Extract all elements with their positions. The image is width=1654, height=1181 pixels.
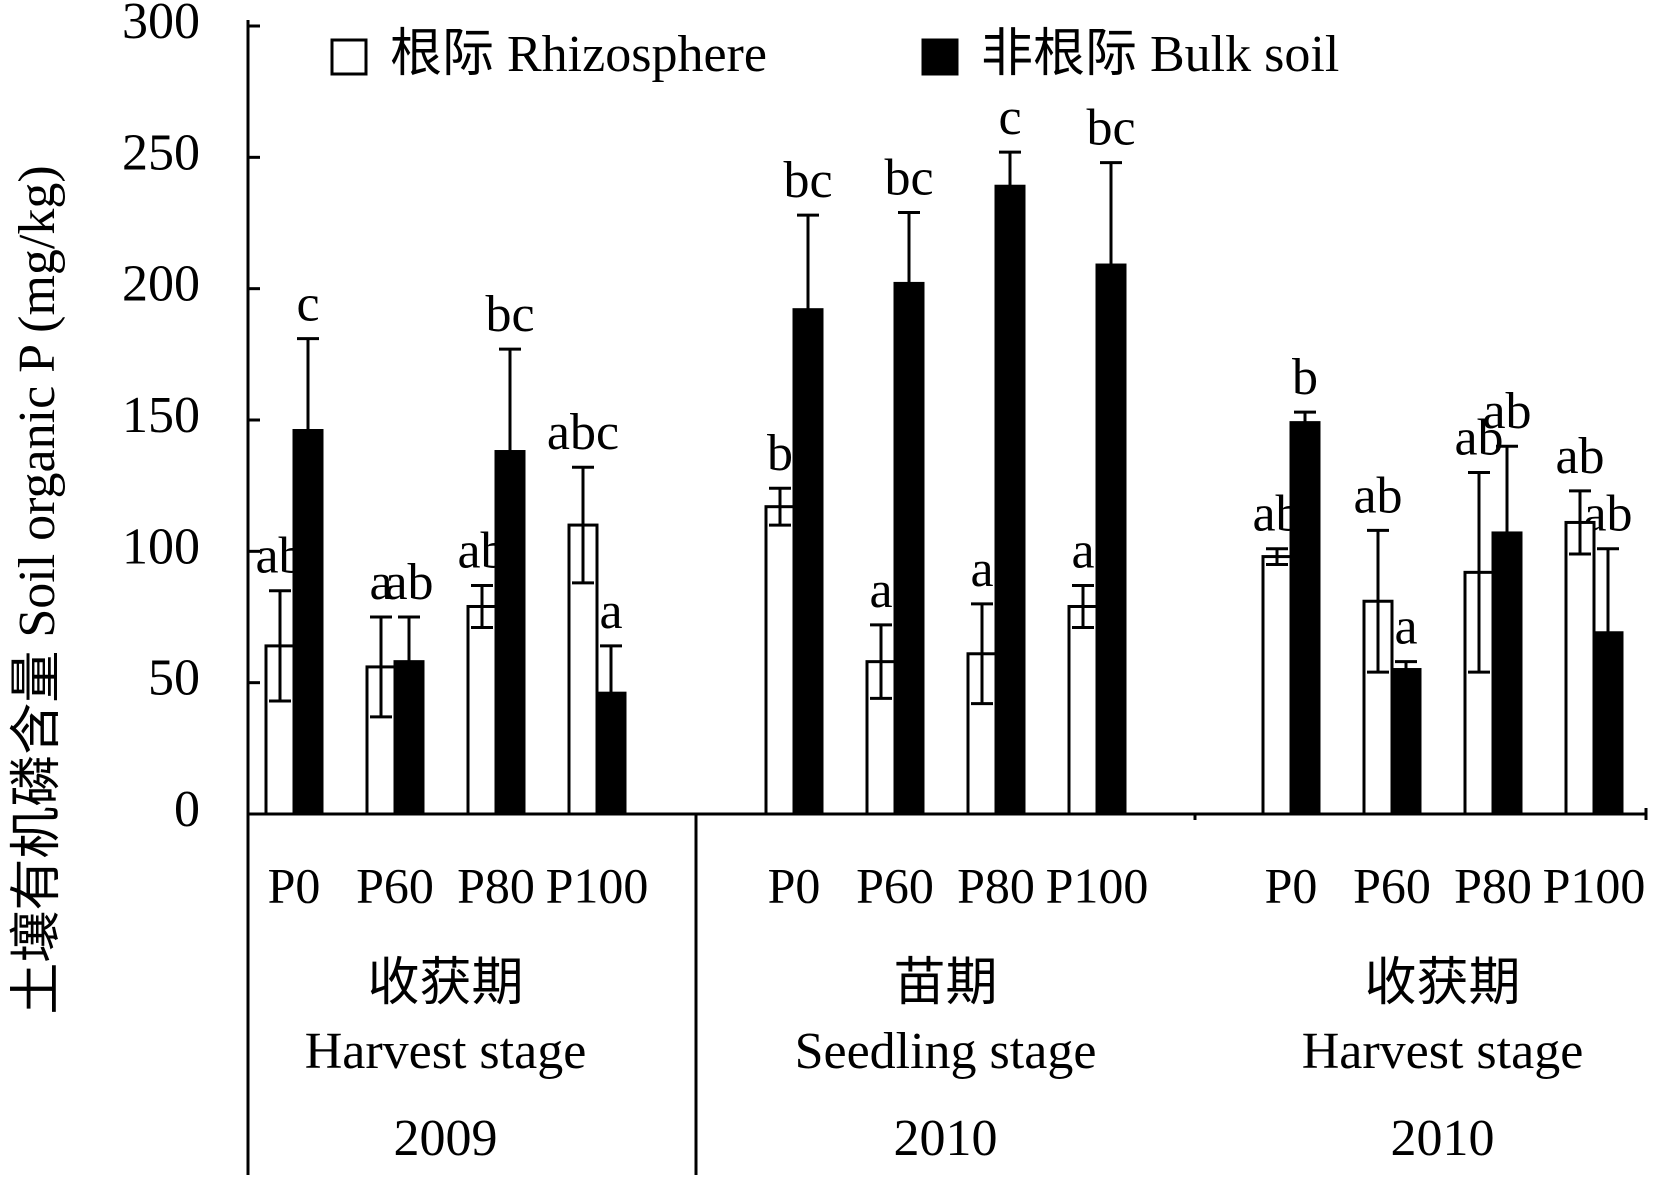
error-bar (999, 150, 1021, 222)
x-tick-label: P80 (957, 857, 1035, 913)
bar (764, 505, 796, 816)
group-label-zh: 收获期 (367, 955, 523, 1012)
error-bar (898, 210, 920, 356)
bar (1095, 263, 1127, 816)
significance-letter: ab (1353, 467, 1402, 524)
y-tick-label: 150 (122, 387, 200, 444)
error-bar (870, 623, 892, 700)
error-bar (1072, 583, 1094, 630)
group-label-en: Seedling stage (795, 1023, 1097, 1080)
y-tick-label: 250 (122, 124, 200, 181)
error-bar (797, 213, 819, 406)
group-label-en: Harvest stage (1302, 1023, 1584, 1080)
y-tick-label: 0 (174, 781, 200, 838)
error-bar (499, 347, 521, 556)
significance-letter: c (296, 276, 319, 333)
significance-letter: a (1394, 599, 1417, 656)
error-bar (1395, 660, 1417, 679)
significance-letter: ab (1482, 383, 1531, 440)
significance-letter: abc (547, 404, 619, 461)
legend-label: 非根际 Bulk soil (981, 26, 1339, 83)
significance-letter: bc (884, 149, 933, 206)
bar (1390, 668, 1422, 816)
bar (1564, 520, 1596, 816)
error-bar (1597, 547, 1619, 719)
y-axis-title: 土壤有机磷含量 Soil organic P (mg/kg) (9, 165, 66, 1014)
x-tick-label: P100 (1543, 857, 1646, 913)
bar (1261, 555, 1293, 816)
x-tick-label: P60 (856, 857, 934, 913)
legend-label: 根际 Rhizosphere (390, 26, 767, 83)
error-bar (572, 465, 594, 585)
y-tick-label: 50 (148, 650, 200, 707)
group-label-en: Harvest stage (305, 1023, 587, 1080)
significance-letter: bc (485, 286, 534, 343)
group-year: 2010 (894, 1110, 998, 1167)
significance-letter: a (599, 583, 622, 640)
error-bar (398, 615, 420, 708)
x-tick-label: P80 (457, 857, 535, 913)
error-bar (1569, 489, 1591, 556)
x-tick-label: P100 (546, 857, 649, 913)
significance-letter: a (970, 541, 993, 598)
group-year: 2009 (394, 1110, 498, 1167)
significance-letter: b (1292, 349, 1318, 406)
group-year: 2010 (1391, 1110, 1495, 1167)
significance-letter: ab (384, 554, 433, 611)
legend-swatch (330, 38, 368, 76)
error-bar (971, 602, 993, 706)
significance-letter: c (998, 89, 1021, 146)
x-tick-label: P60 (1353, 857, 1431, 913)
significance-letter: ab (1555, 428, 1604, 485)
error-bar (1266, 547, 1288, 566)
error-bar (1367, 528, 1389, 674)
x-tick-label: P0 (1265, 857, 1318, 913)
y-tick-label: 300 (122, 0, 200, 50)
bar (1289, 421, 1321, 816)
group-label-zh: 收获期 (1364, 955, 1520, 1012)
significance-letter: a (369, 554, 392, 611)
bar (994, 184, 1026, 816)
significance-letter: a (869, 562, 892, 619)
significance-letter: ab (1454, 409, 1503, 466)
x-tick-label: P80 (1454, 857, 1532, 913)
x-tick-label: P60 (356, 857, 434, 913)
error-bar (1468, 471, 1490, 674)
x-tick-label: P0 (768, 857, 821, 913)
error-bar (269, 589, 291, 703)
y-tick-label: 200 (122, 256, 200, 313)
bar (893, 281, 925, 816)
x-tick-label: P100 (1046, 857, 1149, 913)
error-bar (1496, 444, 1518, 622)
bar (1067, 604, 1099, 816)
error-bar (471, 583, 493, 630)
error-bar (1294, 410, 1316, 435)
significance-letter: bc (783, 152, 832, 209)
legend-swatch (921, 38, 959, 76)
error-bar (297, 337, 319, 524)
significance-letter: a (1071, 522, 1094, 579)
error-bar (600, 644, 622, 742)
x-tick-label: P0 (268, 857, 321, 913)
bar (466, 604, 498, 816)
significance-letter: b (767, 425, 793, 482)
error-bar (769, 486, 791, 527)
significance-letter: bc (1086, 100, 1135, 157)
y-tick-label: 100 (122, 518, 200, 575)
error-bar (1100, 161, 1122, 369)
group-label-zh: 苗期 (893, 955, 997, 1012)
error-bar (370, 615, 392, 719)
